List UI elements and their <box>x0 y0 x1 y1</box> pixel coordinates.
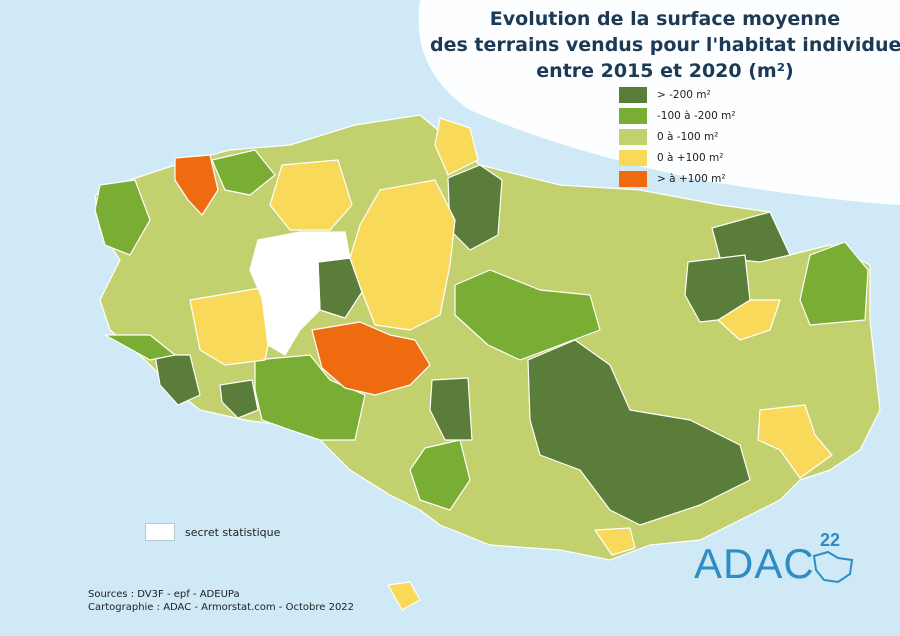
legend-swatch <box>619 107 647 124</box>
legend-item: > -200 m² <box>619 84 736 105</box>
region-east-green <box>799 241 869 326</box>
legend-item: > à +100 m² <box>619 168 736 189</box>
region-sw-dark-1 <box>154 354 201 406</box>
region-north-yellow-2 <box>349 179 456 331</box>
region-se-yellow <box>757 404 833 479</box>
region-nw-green-1 <box>94 179 151 256</box>
region-south-green <box>409 439 471 511</box>
legend-swatch <box>619 170 647 187</box>
secret-label: secret statistique <box>185 525 281 539</box>
sources-block: Sources : DV3F - epf - ADEUPa Cartograph… <box>88 588 354 614</box>
region-north-yellow-1 <box>269 159 353 231</box>
title-line-2: des terrains vendus pour l'habitat indiv… <box>430 34 900 56</box>
legend-label: -100 à -200 m² <box>657 109 736 122</box>
legend-item: 0 à -100 m² <box>619 126 736 147</box>
region-southeast-dark <box>527 339 751 526</box>
region-rennes-yellow <box>717 299 781 341</box>
region-west-green-2 <box>254 354 366 441</box>
region-sw-dark-2 <box>219 379 259 419</box>
cartography-line: Cartographie : ADAC - Armorstat.com - Oc… <box>88 602 355 613</box>
region-nw-orange <box>174 154 219 216</box>
secret-swatch <box>145 523 175 541</box>
legend-label: > -200 m² <box>657 88 711 101</box>
legend-swatch <box>619 86 647 103</box>
logo-map-icon <box>812 550 854 584</box>
legend-label: 0 à +100 m² <box>657 151 724 164</box>
legend-swatch <box>619 128 647 145</box>
region-nw-green-2 <box>211 149 276 196</box>
region-west-green-1 <box>104 334 176 361</box>
region-center-orange <box>311 321 431 396</box>
secret-legend: secret statistique <box>145 523 280 541</box>
region-ne-dark <box>711 211 791 263</box>
map-title: Evolution de la surface moyenne des terr… <box>430 6 900 84</box>
region-island-yellow <box>387 581 421 611</box>
legend-swatch <box>619 149 647 166</box>
region-north-yellow-3 <box>434 117 479 176</box>
logo-text: ADAC <box>694 540 815 587</box>
legend-label: 0 à -100 m² <box>657 130 719 143</box>
logo-superscript: 22 <box>820 530 841 550</box>
legend-label: > à +100 m² <box>657 172 726 185</box>
region-secret-white <box>249 231 351 356</box>
legend-item: 0 à +100 m² <box>619 147 736 168</box>
title-line-1: Evolution de la surface moyenne <box>489 8 841 30</box>
sources-line: Sources : DV3F - epf - ADEUPa <box>88 589 240 600</box>
legend: > -200 m² -100 à -200 m² 0 à -100 m² 0 à… <box>619 84 736 189</box>
region-center-green <box>454 269 601 361</box>
region-south-yellow-small <box>594 527 636 556</box>
title-line-3: entre 2015 et 2020 (m²) <box>536 60 794 82</box>
adac-logo: ADAC 22 <box>690 530 870 590</box>
legend-item: -100 à -200 m² <box>619 105 736 126</box>
